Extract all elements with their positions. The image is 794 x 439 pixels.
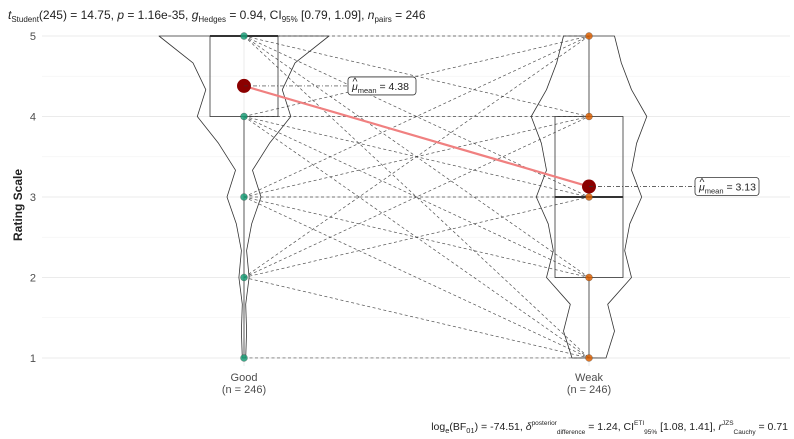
point-weak-1 <box>585 354 593 362</box>
point-weak-3 <box>585 193 593 201</box>
mean-label-good: μmean = 4.38 <box>351 81 409 95</box>
mean-label-box-good <box>347 76 417 96</box>
pair-line-10 <box>243 35 590 198</box>
mean-label-box-weak <box>694 177 760 196</box>
point-good-1 <box>240 354 248 362</box>
point-weak-2 <box>585 273 593 282</box>
pair-lines-layer <box>243 35 590 359</box>
pair-line-5 <box>243 35 590 117</box>
pair-line-8 <box>243 116 590 278</box>
pair-line-18 <box>243 277 590 359</box>
pair-line-17 <box>243 196 590 278</box>
pair-line-15 <box>243 35 590 278</box>
mean-layer: μmean = 4.38^μmean = 3.13^ <box>237 76 760 196</box>
y-tick-label-5: 5 <box>30 31 36 43</box>
x-tick-label-good: Good <box>231 372 258 384</box>
mean-hat: ^ <box>700 177 705 189</box>
pair-line-4 <box>243 35 590 359</box>
x-tick-n-weak: (n = 246) <box>567 384 611 396</box>
point-good-5 <box>240 32 248 40</box>
y-axis-label: Rating Scale <box>11 169 25 241</box>
x-tick-n-good: (n = 246) <box>222 384 266 396</box>
point-good-4 <box>240 112 248 121</box>
pair-line-14 <box>243 196 590 359</box>
y-tick-label-1: 1 <box>30 353 36 365</box>
point-good-2 <box>240 273 248 282</box>
y-tick-label-3: 3 <box>30 192 36 204</box>
point-good-3 <box>240 193 248 201</box>
mean-hat: ^ <box>353 76 358 88</box>
y-tick-label-2: 2 <box>30 272 36 284</box>
point-weak-5 <box>585 32 593 40</box>
pair-line-16 <box>243 116 590 278</box>
x-tick-label-weak: Weak <box>575 372 603 384</box>
chart-title: tStudent(245) = 14.75, p = 1.16e-35, gHe… <box>8 8 426 24</box>
y-tick-label-4: 4 <box>30 112 36 124</box>
points-layer <box>240 32 593 362</box>
point-weak-4 <box>585 112 593 121</box>
mean-label-weak: μmean = 3.13 <box>698 182 756 196</box>
mean-connect-line <box>243 84 590 188</box>
pair-line-2 <box>243 35 590 198</box>
chart-caption: loge(BF01) = -74.51, δposteriordifferenc… <box>431 420 788 436</box>
